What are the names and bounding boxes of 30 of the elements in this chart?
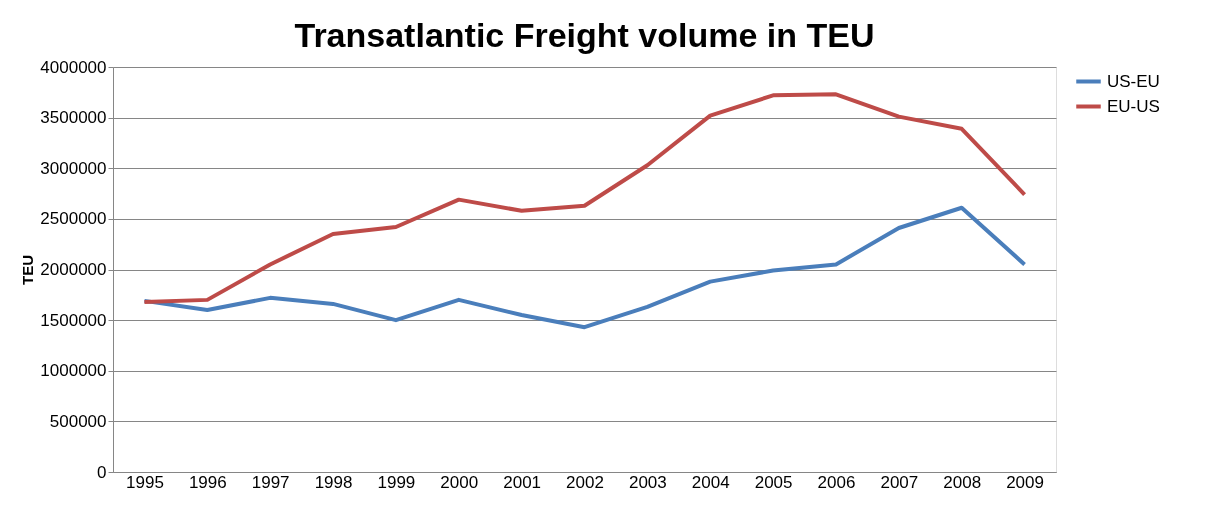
x-tick-label: 2005 bbox=[754, 472, 793, 492]
x-tick-label: 2006 bbox=[817, 472, 856, 492]
y-tick-label: 2500000 bbox=[40, 209, 107, 229]
x-tick-label: 2000 bbox=[440, 472, 479, 492]
x-tick-label: 2002 bbox=[566, 472, 604, 492]
x-tick-label: 2001 bbox=[503, 472, 542, 492]
y-axis-title: TEU bbox=[19, 255, 37, 285]
x-tick-label: 1998 bbox=[314, 472, 353, 492]
y-tick-label: 0 bbox=[97, 462, 107, 482]
x-tick-label: 2007 bbox=[880, 472, 919, 492]
legend-label: US-EU bbox=[1107, 71, 1160, 91]
x-tick-label: 2008 bbox=[943, 472, 982, 492]
line-series bbox=[142, 205, 1027, 330]
x-tick-label: 2009 bbox=[1006, 472, 1044, 492]
line-series bbox=[142, 92, 1027, 304]
x-tick-label: 1997 bbox=[251, 472, 290, 492]
y-tick-label: 3000000 bbox=[40, 158, 107, 178]
x-tick-label: 1999 bbox=[377, 472, 416, 492]
x-tick-label: 1995 bbox=[126, 472, 164, 492]
y-tick-label: 3500000 bbox=[40, 108, 107, 128]
legend-label: EU-US bbox=[1107, 96, 1160, 116]
y-tick-label: 1500000 bbox=[40, 310, 107, 330]
y-tick-label: 500000 bbox=[49, 411, 107, 431]
chart-title: Transatlantic Freight volume in TEU bbox=[294, 16, 875, 54]
x-tick-label: 1996 bbox=[188, 472, 227, 492]
y-tick-label: 1000000 bbox=[40, 361, 107, 381]
y-tick-label: 2000000 bbox=[40, 260, 107, 279]
y-tick-label: 4000000 bbox=[40, 57, 107, 77]
x-tick-label: 2004 bbox=[691, 472, 730, 492]
x-tick-label: 2003 bbox=[628, 472, 667, 492]
